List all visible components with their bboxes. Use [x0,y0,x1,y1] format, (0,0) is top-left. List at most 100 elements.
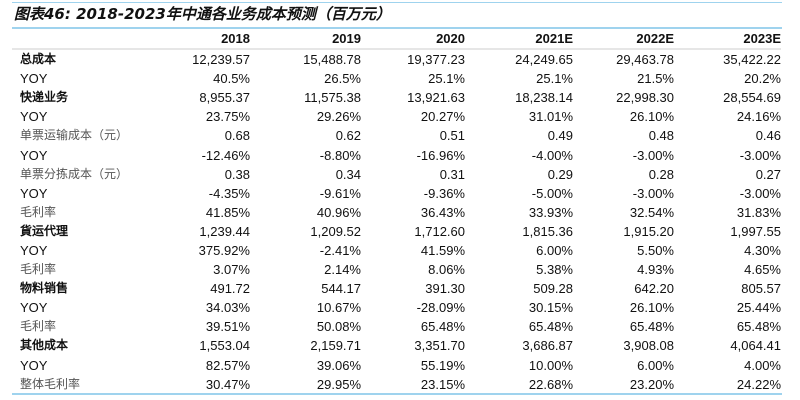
cell-value: 22.68% [528,376,573,392]
cell-value: 0.31 [439,166,465,182]
table-row: 物料销售 491.72 544.17 391.30 509.28 642.20 805.57 [12,279,781,298]
cell-value: 10.67% [316,300,361,316]
row-label: 其他成本 [20,338,69,353]
cell-value: 50.08% [316,319,361,335]
cell-value: 2.14% [324,262,361,278]
cell-value: 24.22% [736,376,781,392]
cell-value: 0.46 [755,128,781,144]
row-label: 毛利率 [20,319,57,334]
row-label: YOY [20,357,48,373]
cell-value: 39.51% [205,319,250,335]
cell-value: 65.48% [629,319,674,335]
cell-value: 391.30 [425,281,465,297]
cell-value: 4.93% [637,262,674,278]
row-label: 快递业务 [20,90,69,105]
cell-value: 31.83% [736,204,781,220]
cell-value: 18,238.14 [515,90,573,106]
cell-value: 23.75% [205,109,250,125]
cell-value: 0.34 [335,166,361,182]
cell-value: 36.43% [420,204,465,220]
cell-value: -3.00% [739,185,781,201]
cell-value: 35,422.22 [723,52,781,68]
cell-value: 1,712.60 [414,223,465,239]
cell-value: 24,249.65 [515,52,573,68]
table-row: 单票分拣成本（元） 0.38 0.34 0.31 0.29 0.28 0.27 [12,165,781,184]
cell-value: 30.47% [205,376,250,392]
header-row: 2018 2019 2020 2021E 2022E 2023E [12,29,781,49]
cell-value: 6.00% [637,357,674,373]
cell-value: 8,955.37 [199,90,250,106]
cell-value: 65.48% [528,319,573,335]
cell-value: 11,575.38 [304,90,361,106]
top-rule [12,2,782,3]
cell-value: 39.06% [316,357,361,373]
cell-value: 26.10% [629,109,674,125]
row-label: 貨运代理 [20,223,69,238]
cell-value: 0.29 [547,166,573,182]
cell-value: 0.62 [335,128,361,144]
row-label: 毛利率 [20,262,57,277]
cell-value: 28,554.69 [723,90,781,106]
cell-value: 375.92% [198,242,250,258]
row-label: YOY [20,185,48,201]
cell-value: 3,686.87 [522,338,573,354]
cell-value: 22,998.30 [616,90,674,106]
cell-value: 4.30% [744,242,781,258]
cell-value: 3,908.08 [623,338,674,354]
cell-value: 12,239.57 [192,52,250,68]
cell-value: -4.35% [208,185,250,201]
cell-value: 10.00% [528,357,573,373]
header-label-cell [12,29,150,49]
row-label: 总成本 [20,52,57,67]
row-label: 整体毛利率 [20,376,81,391]
row-label: YOY [20,109,48,125]
cell-value: 1,915.20 [623,223,674,239]
cell-value: 19,377.23 [407,52,465,68]
cell-value: 65.48% [420,319,465,335]
cell-value: 29.95% [316,376,361,392]
cell-value: -8.80% [319,147,361,163]
row-label: YOY [20,71,48,87]
header-year: 2022E [636,31,674,46]
cell-value: 25.1% [536,71,573,87]
cell-value: 0.27 [755,166,781,182]
cell-value: 1,815.36 [522,223,573,239]
cell-value: 4.00% [744,357,781,373]
table-row: 总成本 12,239.57 15,488.78 19,377.23 24,249.65 2… [12,49,781,69]
cell-value: 3,351.70 [414,338,465,354]
cell-value: 25.44% [736,300,781,316]
cell-value: 2,159.71 [310,338,361,354]
cell-value: 40.5% [213,71,250,87]
cell-value: 642.20 [634,281,674,297]
cell-value: 0.49 [547,128,573,144]
table-row: YOY 34.03% 10.67% -28.09% 30.15% 26.10% 25.44% [12,298,781,317]
cell-value: -5.00% [531,185,573,201]
table-row: 单票运输成本（元） 0.68 0.62 0.51 0.49 0.48 0.46 [12,126,781,145]
cell-value: 0.51 [439,128,465,144]
cell-value: 1,997.55 [730,223,781,239]
table-row: YOY 375.92% -2.41% 41.59% 6.00% 5.50% 4.30% [12,241,781,260]
row-label: YOY [20,242,48,258]
cell-value: 3.07% [213,262,250,278]
cell-value: 13,921.63 [407,90,465,106]
cell-value: 5.38% [536,262,573,278]
cell-value: 26.10% [629,300,674,316]
table-row: YOY 40.5% 26.5% 25.1% 25.1% 21.5% 20.2% [12,69,781,88]
cell-value: -2.41% [319,242,361,258]
table-row: YOY -4.35% -9.61% -9.36% -5.00% -3.00% -3.00% [12,184,781,203]
cell-value: 25.1% [428,71,465,87]
cell-value: 0.48 [648,128,674,144]
cell-value: 5.50% [637,242,674,258]
row-label: 毛利率 [20,204,57,219]
cell-value: 32.54% [629,204,674,220]
table-row: 貨运代理 1,239.44 1,209.52 1,712.60 1,815.36 1,91… [12,222,781,241]
cost-forecast-table: 2018 2019 2020 2021E 2022E 2023E 总成本 12,2… [12,29,781,394]
header-year: 2020 [436,31,465,46]
cell-value: 15,488.78 [303,52,361,68]
table-row: 快递业务 8,955.37 11,575.38 13,921.63 18,238.14 2… [12,88,781,107]
cell-value: -3.00% [632,185,674,201]
cell-value: 509.28 [533,281,573,297]
table-row: YOY -12.46% -8.80% -16.96% -4.00% -3.00% -3.00… [12,145,781,164]
row-label: YOY [20,147,48,163]
table-row: YOY 23.75% 29.26% 20.27% 31.01% 26.10% 24.16% [12,107,781,126]
